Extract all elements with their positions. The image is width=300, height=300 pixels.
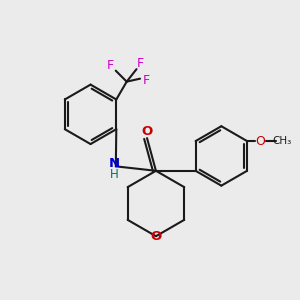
Text: F: F: [142, 74, 150, 87]
Text: N: N: [109, 157, 120, 170]
Text: H: H: [110, 168, 119, 181]
Text: CH₃: CH₃: [272, 136, 292, 146]
Text: F: F: [107, 59, 114, 72]
Text: F: F: [136, 57, 144, 70]
Text: O: O: [256, 135, 266, 148]
Text: O: O: [150, 230, 162, 243]
Text: O: O: [141, 125, 153, 138]
